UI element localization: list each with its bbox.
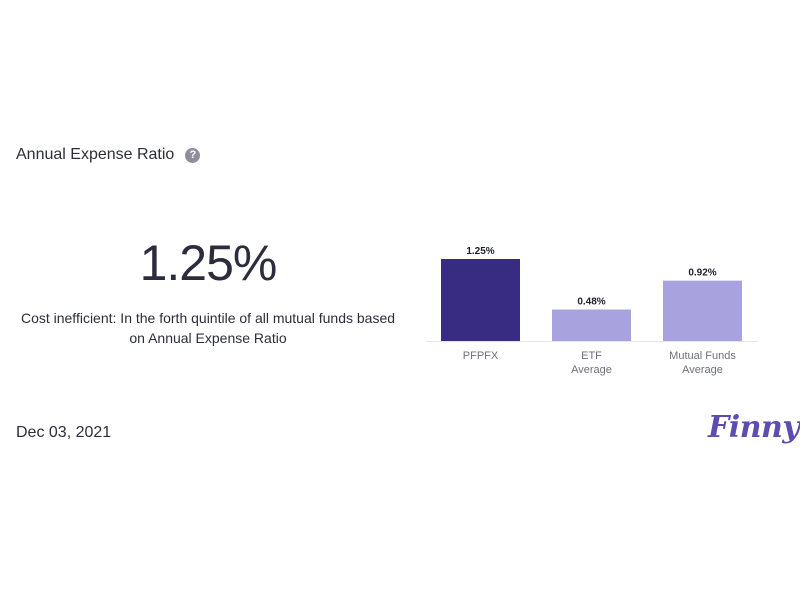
bar-0 bbox=[441, 259, 520, 341]
category-label-0-0: PFPFX bbox=[463, 350, 499, 362]
expense-ratio-bar-chart: 1.25% PFPFX 0.48% ETF Average 0.92% Mutual Fun… bbox=[426, 246, 758, 376]
section-title: Annual Expense Ratio bbox=[16, 146, 175, 163]
category-label-1-0: ETF bbox=[581, 350, 602, 362]
title-row: Annual Expense Ratio ? bbox=[16, 146, 201, 164]
finny-logo: Finny bbox=[708, 410, 800, 445]
category-label-1-1: Average bbox=[571, 364, 612, 376]
bar-1 bbox=[552, 309, 631, 341]
bar-value-label-2: 0.92% bbox=[688, 268, 716, 279]
expense-ratio-description: Cost inefficient: In the forth quintile … bbox=[20, 310, 396, 346]
category-label-2-1: Average bbox=[682, 364, 723, 376]
expense-ratio-value: 1.25% bbox=[139, 235, 278, 291]
report-date: Dec 03, 2021 bbox=[16, 424, 112, 441]
bar-value-label-0: 1.25% bbox=[466, 246, 494, 257]
bar-2 bbox=[663, 280, 742, 341]
help-icon[interactable]: ? bbox=[185, 147, 201, 163]
category-label-2-0: Mutual Funds bbox=[669, 350, 736, 362]
bar-value-label-1: 0.48% bbox=[577, 297, 605, 308]
